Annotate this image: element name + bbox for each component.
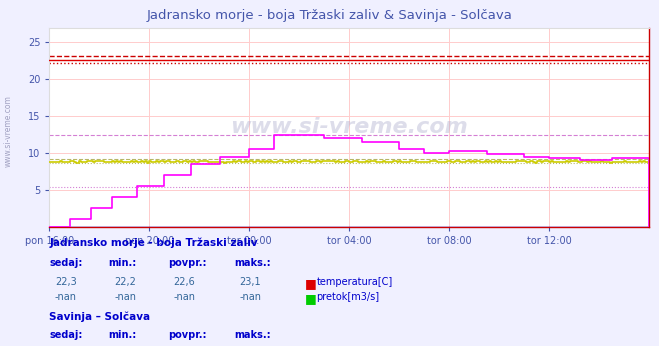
Text: ■: ■ — [304, 292, 316, 306]
Text: -nan: -nan — [114, 292, 136, 302]
Text: sedaj:: sedaj: — [49, 330, 83, 340]
Text: maks.:: maks.: — [234, 258, 271, 268]
Text: 23,1: 23,1 — [240, 277, 261, 287]
Text: -nan: -nan — [55, 292, 77, 302]
Text: 22,2: 22,2 — [114, 277, 136, 287]
Text: 22,6: 22,6 — [173, 277, 196, 287]
Text: sedaj:: sedaj: — [49, 258, 83, 268]
Text: povpr.:: povpr.: — [168, 330, 206, 340]
Text: min.:: min.: — [109, 258, 137, 268]
Text: povpr.:: povpr.: — [168, 258, 206, 268]
Text: -nan: -nan — [173, 292, 196, 302]
Text: Jadransko morje - boja Tržaski zaliv & Savinja - Solčava: Jadransko morje - boja Tržaski zaliv & S… — [146, 9, 513, 22]
Text: Savinja – Solčava: Savinja – Solčava — [49, 311, 150, 322]
Text: Jadransko morje - boja Tržaski zaliv: Jadransko morje - boja Tržaski zaliv — [49, 237, 258, 247]
Text: pretok[m3/s]: pretok[m3/s] — [316, 292, 380, 302]
Text: ■: ■ — [304, 277, 316, 290]
Text: -nan: -nan — [239, 292, 262, 302]
Text: www.si-vreme.com: www.si-vreme.com — [4, 95, 13, 167]
Text: maks.:: maks.: — [234, 330, 271, 340]
Text: www.si-vreme.com: www.si-vreme.com — [231, 117, 468, 137]
Text: temperatura[C]: temperatura[C] — [316, 277, 393, 287]
Text: min.:: min.: — [109, 330, 137, 340]
Text: 22,3: 22,3 — [55, 277, 77, 287]
